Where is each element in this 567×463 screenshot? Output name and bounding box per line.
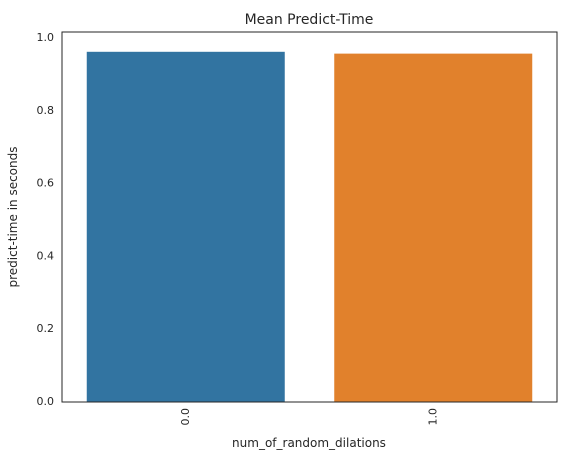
x-tick-label: 1.0 <box>426 408 439 426</box>
y-tick-label: 0.0 <box>37 395 55 408</box>
bar-0.0 <box>86 51 285 403</box>
y-tick-label: 0.6 <box>37 177 55 190</box>
y-tick-label: 1.0 <box>37 31 55 44</box>
y-tick-label: 0.2 <box>37 322 55 335</box>
bar-1.0 <box>334 53 533 402</box>
y-axis-label: predict-time in seconds <box>6 147 20 288</box>
plot-frame <box>61 31 558 403</box>
y-tick-label: 0.8 <box>37 104 55 117</box>
x-tick-label: 0.0 <box>179 408 192 426</box>
x-axis-ticks: 0.0 1.0 <box>179 408 440 426</box>
x-axis-label: num_of_random_dilations <box>232 436 386 450</box>
chart-title: Mean Predict-Time <box>245 12 374 28</box>
bars-group <box>86 51 533 403</box>
y-tick-label: 0.4 <box>37 249 55 262</box>
y-axis-ticks: 0.0 0.2 0.4 0.6 0.8 1.0 <box>37 31 55 408</box>
